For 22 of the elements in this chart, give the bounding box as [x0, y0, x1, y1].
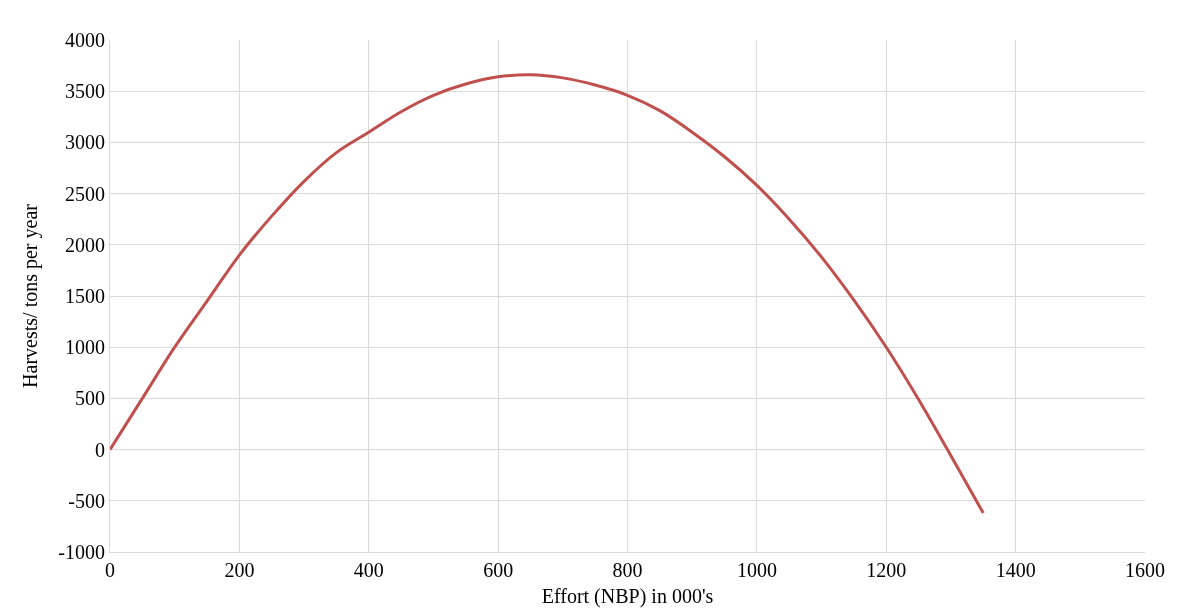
- y-tick-label: 1000: [65, 336, 105, 359]
- y-tick-label: 3500: [65, 80, 105, 103]
- x-tick-label: 800: [612, 559, 643, 581]
- x-tick-label: 1200: [866, 559, 907, 581]
- y-tick-label: 0: [95, 438, 105, 461]
- x-tick-label: 1400: [995, 559, 1036, 581]
- x-tick-label: 1000: [736, 559, 777, 581]
- x-tick-label: 600: [483, 559, 514, 581]
- y-tick-label: 500: [75, 387, 105, 410]
- x-tick-label: 200: [224, 559, 255, 581]
- y-tick-label: -500: [68, 489, 105, 512]
- x-axis-title: Effort (NBP) in 000's: [541, 584, 714, 608]
- line-series: [110, 73, 985, 515]
- y-tick-label: 2500: [65, 182, 105, 205]
- x-tick-label: 400: [353, 559, 384, 581]
- y-tick-label: -1000: [58, 541, 105, 563]
- y-tick-label: 4000: [65, 29, 105, 51]
- x-tick-label: 1600: [1125, 559, 1165, 581]
- y-axis-title: Harvests/ tons per year: [18, 203, 42, 388]
- y-tick-label: 3000: [65, 131, 105, 154]
- y-tick-label: 2000: [65, 233, 105, 256]
- y-tick-label: 1500: [65, 285, 105, 307]
